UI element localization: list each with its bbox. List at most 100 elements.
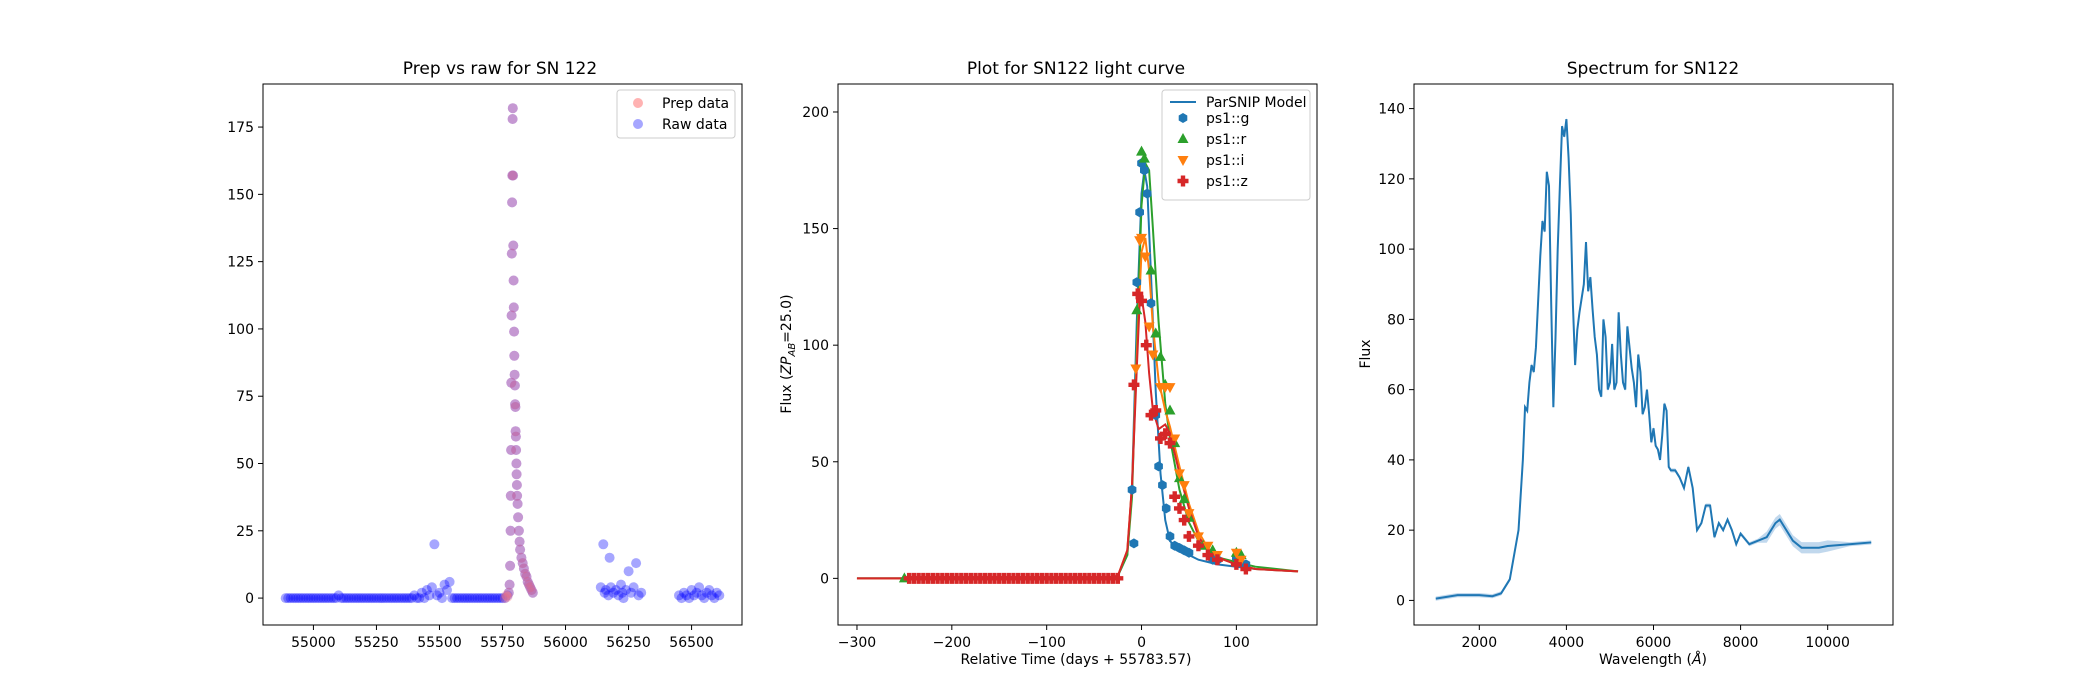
raw-data-point [487, 593, 498, 604]
raw-data-point [368, 593, 379, 604]
prep-data-point [505, 525, 516, 536]
prep-data-point [527, 587, 538, 598]
data-point-ps1-z [1169, 491, 1181, 503]
raw-data-point [419, 593, 430, 604]
data-point-ps1-i [1178, 481, 1190, 492]
prep-data-point [508, 170, 519, 181]
x-tick-label: −200 [933, 635, 971, 651]
raw-data-point [474, 593, 485, 604]
raw-data-point [522, 576, 533, 587]
x-tick-label: 2000 [1461, 635, 1497, 651]
raw-data-point [679, 587, 689, 598]
raw-data-point [363, 593, 374, 604]
prep-data-point [509, 380, 520, 391]
y-tick-label: 140 [1378, 102, 1405, 118]
panel-1-legend-box [616, 89, 736, 139]
raw-data-point [338, 593, 349, 604]
legend-marker-ps1-i [1177, 156, 1189, 166]
raw-data-point [631, 558, 642, 569]
x-tick-label: −100 [1027, 635, 1065, 651]
y-tick-label: 100 [1378, 242, 1405, 258]
raw-data-point [510, 402, 521, 412]
prep-data-point [517, 558, 528, 569]
raw-data-point [454, 593, 465, 604]
raw-data-point [437, 593, 447, 604]
raw-data-point [511, 458, 522, 469]
raw-data-point [341, 593, 352, 604]
raw-data-point [464, 593, 475, 604]
raw-data-point [414, 593, 425, 604]
raw-data-point [511, 445, 522, 455]
data-point-ps1-i [1183, 509, 1195, 520]
data-point-ps1-z [1128, 379, 1140, 391]
raw-data-point [432, 590, 442, 601]
raw-data-point [500, 593, 510, 604]
data-point-ps1-z [1150, 404, 1162, 416]
y-tick-label: 0 [245, 591, 254, 607]
prep-data-point [508, 302, 519, 313]
data-point-ps1-i [1130, 364, 1142, 375]
spectrum-line [1435, 119, 1872, 600]
raw-data-point [505, 525, 516, 536]
data-point-ps1-i [1230, 548, 1242, 559]
data-point-ps1-z [1132, 288, 1144, 300]
y-tick-label: 100 [802, 338, 829, 354]
raw-data-point [513, 525, 524, 536]
prep-data-point [512, 498, 523, 509]
raw-data-point [676, 593, 687, 604]
x-tick-label: 55500 [417, 635, 462, 651]
prep-data-point [525, 582, 536, 593]
data-point-ps1-r [1150, 327, 1162, 338]
y-tick-label: 80 [1387, 312, 1405, 328]
raw-data-point [384, 593, 395, 604]
prep-data-point [508, 240, 519, 251]
raw-data-point [343, 593, 354, 604]
data-point-ps1-i [1169, 434, 1181, 445]
panel-2-title: Plot for SN122 light curve [967, 59, 1185, 79]
raw-data-point [686, 585, 697, 595]
raw-data-point [511, 480, 522, 490]
raw-data-point [404, 593, 415, 604]
raw-data-point [604, 552, 615, 563]
legend-prep-label: Prep data [662, 96, 729, 112]
raw-data-point [442, 585, 452, 595]
prep-data-point [513, 512, 524, 523]
prep-data-point [510, 426, 521, 437]
panel-3-marks [1435, 117, 1872, 601]
data-point-ps1-g [1127, 484, 1137, 495]
prep-data-point [507, 197, 518, 208]
x-tick-label: 55750 [480, 635, 525, 651]
prep-data-point [511, 469, 522, 480]
x-tick-label: 4000 [1549, 635, 1585, 651]
x-tick-label: 100 [1223, 635, 1250, 651]
legend-label-ps1-r: ps1::r [1206, 132, 1247, 148]
prep-data-point [521, 571, 532, 582]
panel-1-marks [280, 103, 725, 604]
data-point-ps1-z [1192, 540, 1204, 552]
prep-data-point [506, 377, 517, 388]
raw-data-point [517, 558, 528, 569]
panel-2-marks [856, 145, 1299, 584]
prep-data-point [500, 593, 510, 604]
raw-data-point [374, 593, 384, 604]
raw-data-point [497, 593, 508, 604]
data-point-ps1-r [1164, 404, 1176, 415]
data-point-ps1-z [1211, 554, 1223, 566]
data-point-ps1-g [1165, 531, 1175, 542]
data-point-ps1-z [1230, 558, 1242, 570]
raw-data-point [333, 590, 344, 601]
data-point-ps1-z [1164, 437, 1176, 449]
raw-data-point [510, 431, 521, 442]
raw-data-point [617, 587, 628, 598]
raw-data-point [507, 170, 518, 181]
prep-data-point [512, 490, 523, 501]
raw-data-point [449, 593, 460, 604]
raw-data-point [626, 587, 637, 598]
data-point-ps1-i [1164, 383, 1176, 394]
data-point-ps1-g [1154, 461, 1163, 472]
raw-data-point [518, 563, 529, 574]
data-point-ps1-z [1159, 428, 1171, 440]
prep-data-point [513, 525, 524, 536]
legend-marker-ps1-r [1177, 133, 1189, 143]
